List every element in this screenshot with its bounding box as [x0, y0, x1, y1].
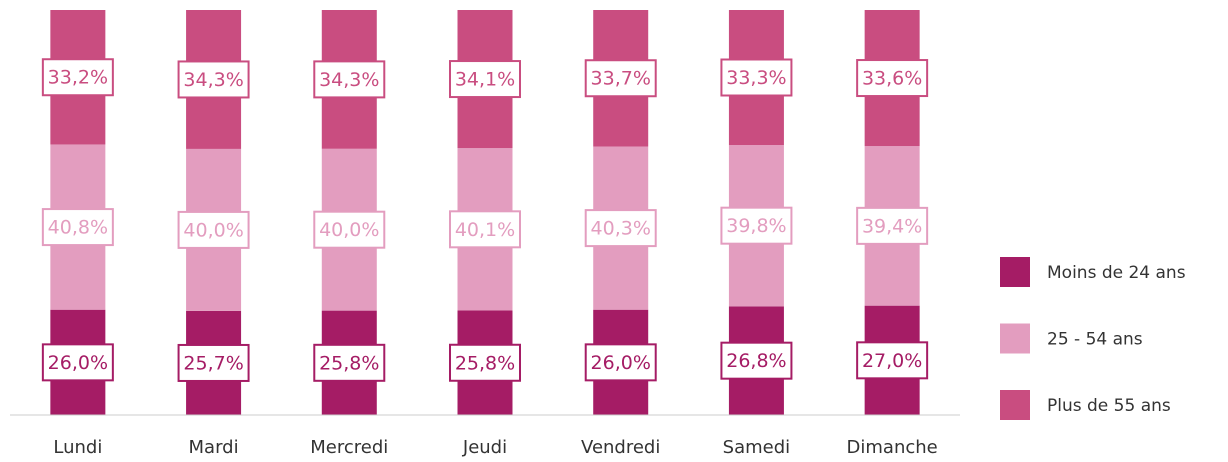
value-label: 26,8%: [726, 350, 786, 372]
value-label: 40,1%: [455, 219, 515, 241]
label-box: [41, 343, 114, 382]
label-box: [720, 58, 793, 97]
label-box: [449, 343, 521, 382]
x-tick-label: Dimanche: [847, 437, 938, 458]
value-label: 27,0%: [862, 350, 922, 372]
value-label: 40,3%: [591, 218, 651, 240]
label-box: [856, 59, 929, 98]
label-box: [177, 60, 250, 99]
label-box: [177, 343, 250, 382]
value-label: 39,8%: [726, 215, 786, 237]
label-box: [856, 341, 929, 380]
legend-label: Moins de 24 ans: [1047, 263, 1186, 283]
x-tick-label: Vendredi: [581, 437, 660, 458]
value-label: 33,3%: [726, 67, 786, 89]
value-label: 39,4%: [862, 215, 922, 237]
label-box: [856, 206, 929, 245]
value-label: 40,8%: [48, 217, 108, 239]
value-label: 34,3%: [319, 69, 379, 91]
value-label: 26,0%: [48, 352, 108, 374]
value-label: 26,0%: [591, 352, 651, 374]
legend-swatch: [1000, 390, 1030, 420]
label-box: [584, 209, 657, 248]
value-label: 25,8%: [455, 352, 515, 374]
label-box: [449, 210, 521, 249]
value-label: 34,1%: [455, 69, 515, 91]
x-tick-label: Lundi: [53, 437, 102, 458]
label-box: [313, 343, 386, 382]
legend-swatch: [1000, 323, 1030, 354]
x-tick-label: Jeudi: [462, 437, 507, 458]
value-label: 40,0%: [183, 219, 243, 241]
x-tick-label: Samedi: [723, 437, 791, 458]
value-label: 33,2%: [48, 67, 108, 89]
value-label: 34,3%: [183, 69, 243, 91]
label-box: [449, 60, 521, 99]
label-box: [313, 60, 386, 99]
value-label: 33,6%: [862, 68, 922, 90]
label-box: [313, 210, 386, 249]
label-box: [41, 58, 114, 97]
x-tick-label: Mardi: [189, 437, 239, 458]
value-label: 25,8%: [319, 352, 379, 374]
label-box: [584, 59, 657, 98]
legend-swatch: [1000, 257, 1030, 287]
legend-label: Plus de 55 ans: [1047, 396, 1171, 416]
label-box: [41, 208, 114, 247]
value-label: 40,0%: [319, 219, 379, 241]
label-box: [720, 341, 793, 380]
value-label: 25,7%: [183, 352, 243, 374]
legend-label: 25 - 54 ans: [1047, 330, 1143, 350]
label-box: [584, 343, 657, 382]
label-box: [177, 210, 250, 249]
value-label: 33,7%: [591, 68, 651, 90]
x-tick-label: Mercredi: [310, 437, 388, 458]
label-box: [720, 206, 793, 245]
